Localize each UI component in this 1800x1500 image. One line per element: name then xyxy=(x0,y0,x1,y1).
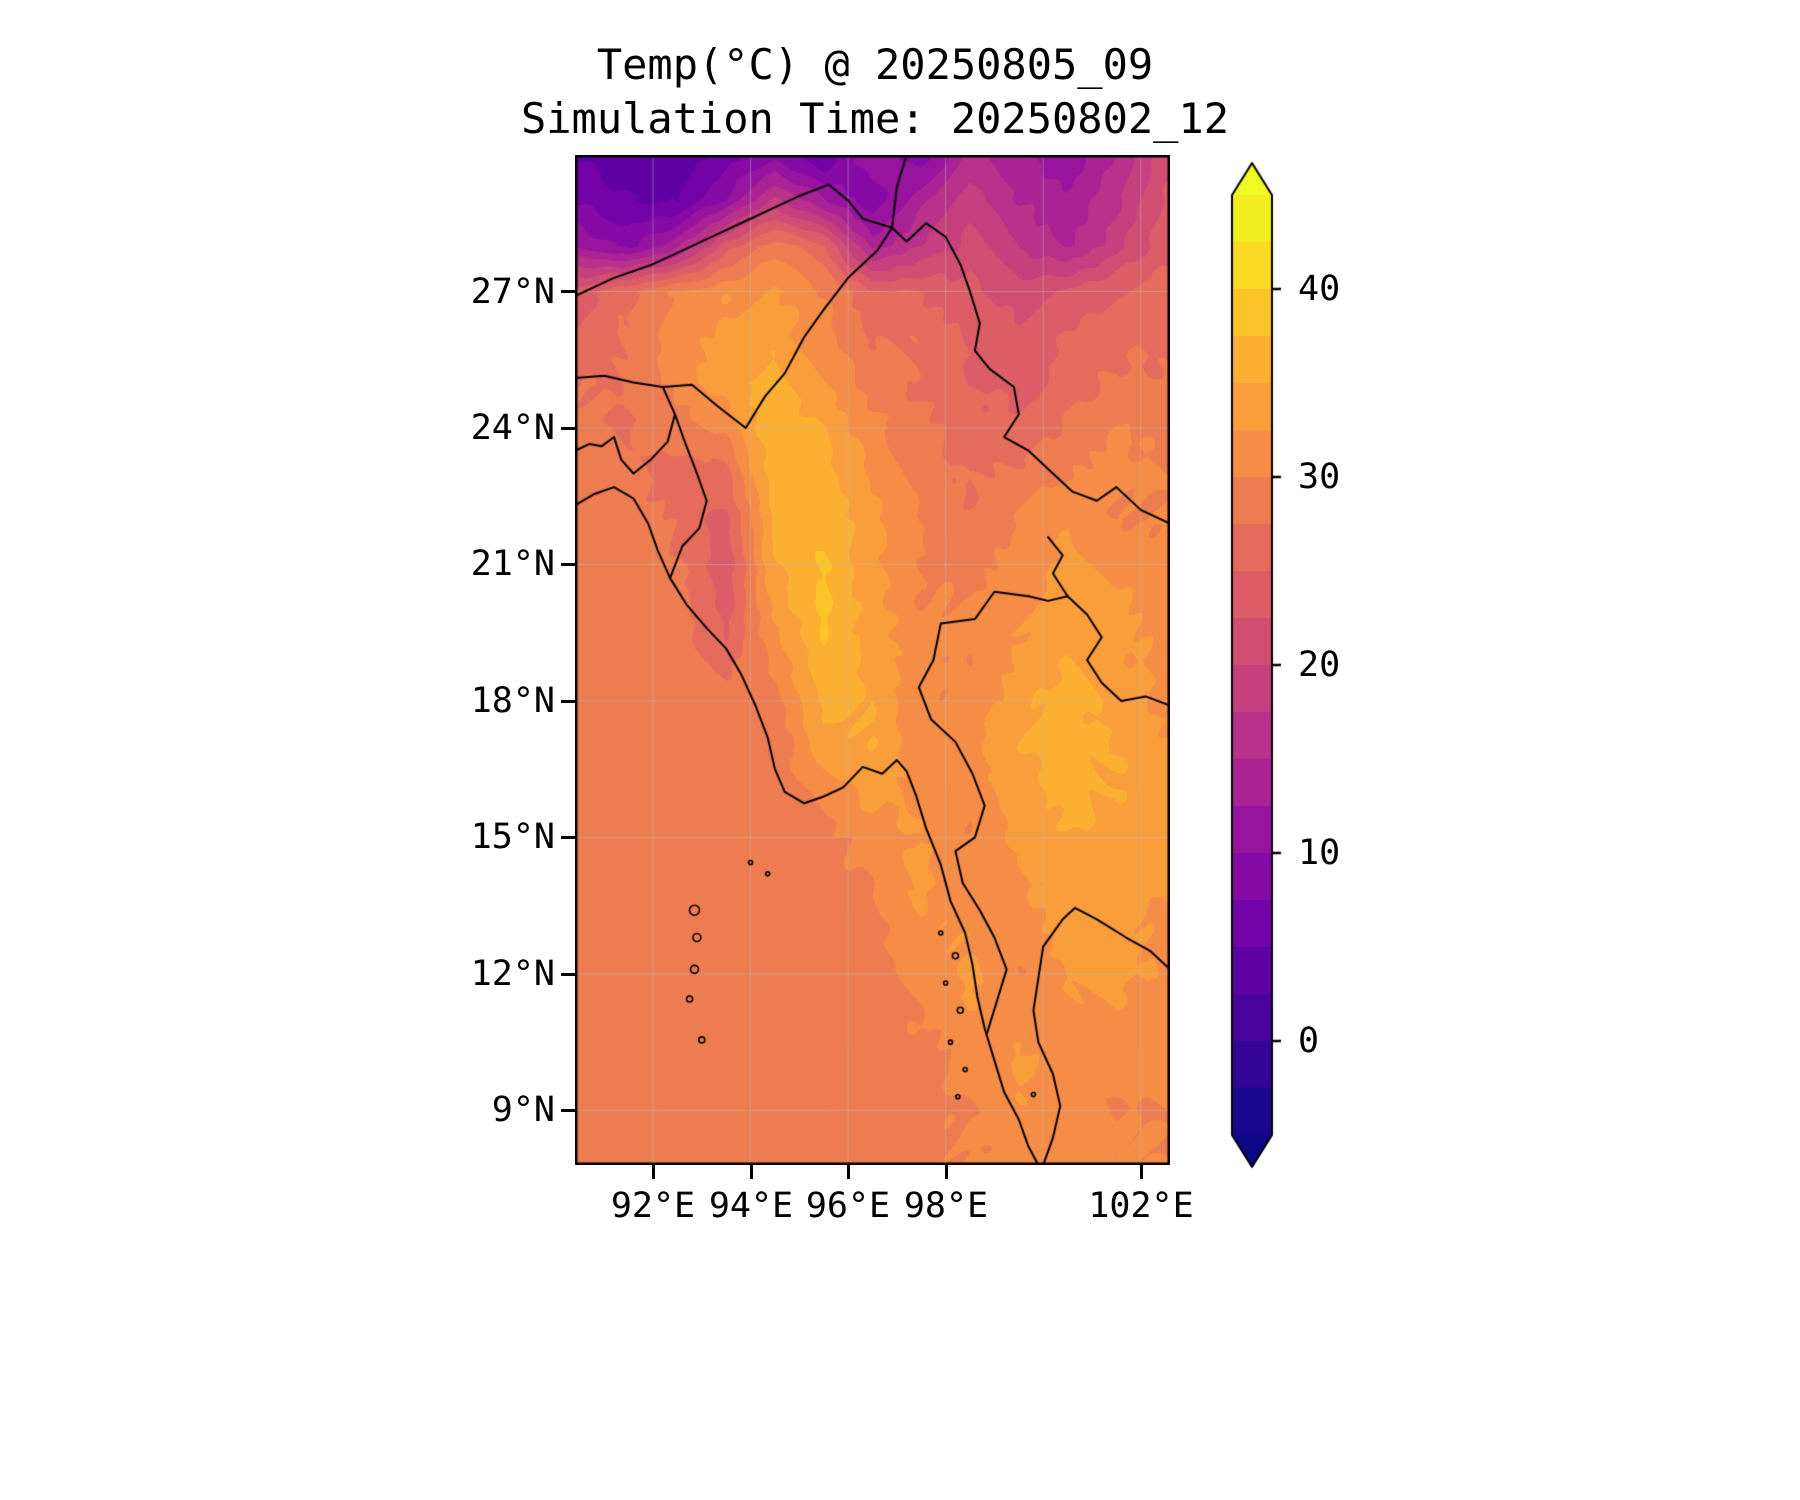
lat-tick-label: 27°N xyxy=(470,272,555,312)
lon-tick-mark xyxy=(652,1165,655,1179)
lat-tick-label: 12°N xyxy=(470,954,555,994)
lat-tick-mark xyxy=(561,427,575,430)
lat-tick-mark xyxy=(561,290,575,293)
lat-tick-mark xyxy=(561,1109,575,1112)
colorbar-tick-label: 20 xyxy=(1298,645,1341,685)
colorbar-tick-label: 40 xyxy=(1298,269,1341,309)
lat-tick-label: 18°N xyxy=(470,681,555,721)
colorbar-tick-label: 10 xyxy=(1298,833,1341,873)
lon-tick-label: 96°E xyxy=(805,1186,891,1226)
lat-tick-mark xyxy=(561,973,575,976)
lon-tick-mark xyxy=(847,1165,850,1179)
lon-tick-label: 94°E xyxy=(708,1186,794,1226)
lon-tick-label: 102°E xyxy=(1088,1186,1194,1226)
colorbar-tick-label: 0 xyxy=(1298,1021,1320,1061)
lon-tick-mark xyxy=(945,1165,948,1179)
chart-title: Temp(°C) @ 20250805_09 xyxy=(596,40,1154,89)
lat-tick-mark xyxy=(561,836,575,839)
lat-tick-label: 9°N xyxy=(491,1090,555,1130)
chart-subtitle: Simulation Time: 20250802_12 xyxy=(520,94,1229,143)
colorbar-tick-label: 30 xyxy=(1298,457,1341,497)
lat-tick-mark xyxy=(561,700,575,703)
lon-tick-label: 92°E xyxy=(610,1186,696,1226)
lat-tick-mark xyxy=(561,563,575,566)
lon-tick-mark xyxy=(1140,1165,1143,1179)
lat-tick-label: 15°N xyxy=(470,817,555,857)
temperature-map-canvas xyxy=(575,155,1170,1165)
lon-tick-mark xyxy=(750,1165,753,1179)
colorbar-canvas xyxy=(1230,160,1290,1170)
lat-tick-label: 21°N xyxy=(470,544,555,584)
lon-tick-label: 98°E xyxy=(903,1186,989,1226)
lat-tick-label: 24°N xyxy=(470,408,555,448)
